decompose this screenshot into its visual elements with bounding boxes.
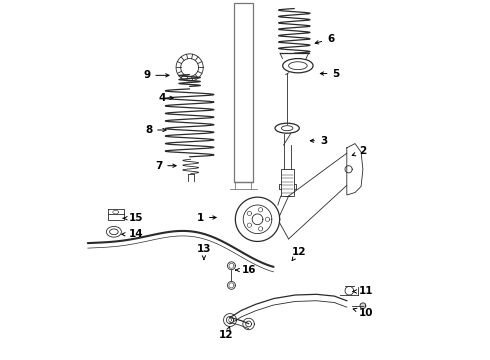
Text: 11: 11 [353,287,374,296]
Bar [281,169,294,196]
Text: 12: 12 [219,327,234,341]
Text: 9: 9 [143,70,169,80]
Text: 3: 3 [310,136,327,146]
Text: 13: 13 [196,244,211,259]
Bar [234,3,253,182]
Text: 15: 15 [123,213,143,223]
Text: 6: 6 [315,34,334,44]
Text: 4: 4 [158,93,173,103]
Text: 16: 16 [236,265,256,275]
Text: 10: 10 [353,308,374,318]
Text: 12: 12 [292,247,306,261]
Text: 8: 8 [145,125,166,135]
Text: 2: 2 [352,147,367,157]
Text: 14: 14 [122,229,144,239]
Text: 1: 1 [196,212,216,222]
Text: 5: 5 [320,68,340,78]
Text: 7: 7 [155,161,176,171]
